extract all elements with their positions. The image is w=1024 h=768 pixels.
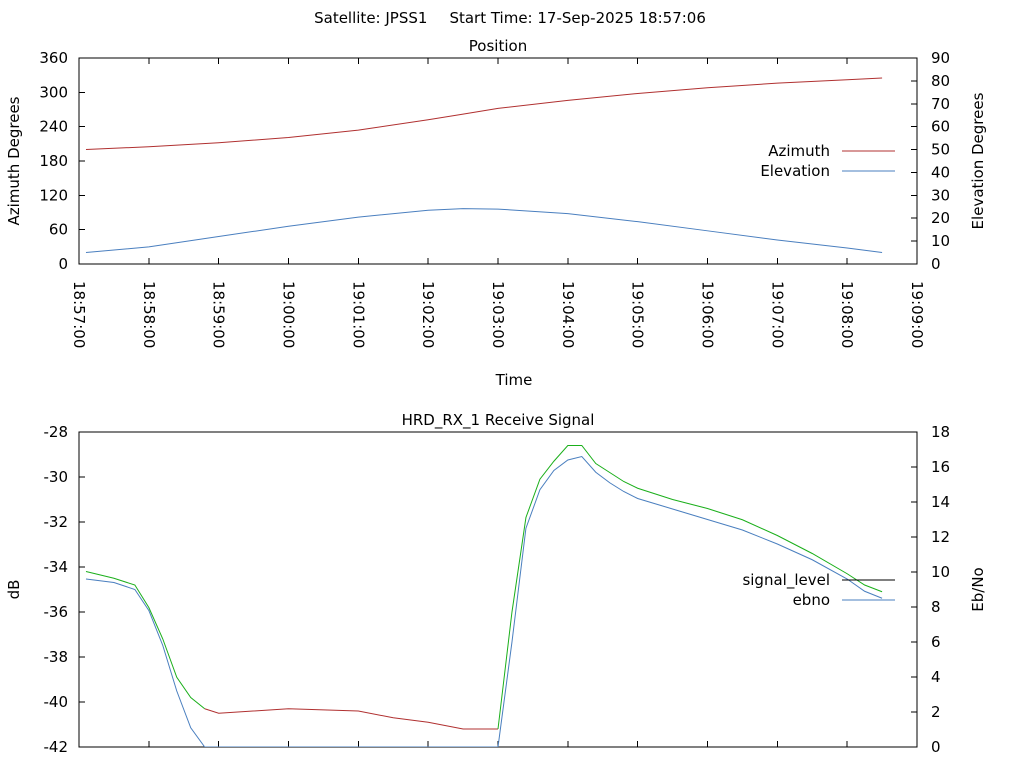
x-tick-label: 18:59:00 <box>210 281 228 348</box>
chart-title: HRD_RX_1 Receive Signal <box>402 411 595 430</box>
y-tick-label: -30 <box>44 468 69 486</box>
series-line-signal_level <box>497 445 883 730</box>
y-tick-label: -38 <box>44 648 69 666</box>
plot-frame <box>78 431 918 748</box>
y2-tick-label: 2 <box>931 703 941 721</box>
y2-tick-label: 0 <box>931 255 941 273</box>
x-tick-label: 18:57:00 <box>70 281 88 348</box>
y-tick-label: -36 <box>44 603 69 621</box>
y-tick-label: -28 <box>44 423 69 441</box>
series-line-signal_level <box>204 708 498 730</box>
x-tick-label: 19:07:00 <box>768 281 786 348</box>
y-axis-label: dB <box>5 580 23 600</box>
y2-tick-label: 80 <box>931 72 950 90</box>
y-tick-label: -34 <box>44 558 69 576</box>
plot-frame <box>78 57 918 265</box>
x-tick-label: 19:09:00 <box>908 281 926 348</box>
x-tick-label: 18:58:00 <box>140 281 158 348</box>
satellite-label: Satellite: JPSS1 <box>314 9 427 27</box>
y2-axis-label: Elevation Degrees <box>969 92 987 229</box>
y2-tick-label: 90 <box>931 49 950 67</box>
legend-label: signal_level <box>742 571 830 590</box>
legend-label: Azimuth <box>768 142 830 160</box>
y-tick-label: 360 <box>39 49 68 67</box>
y2-tick-label: 16 <box>931 458 950 476</box>
y-tick-label: -40 <box>44 693 69 711</box>
plot-area <box>85 77 883 254</box>
y2-tick-label: 18 <box>931 423 950 441</box>
start-time-label: Start Time: 17-Sep-2025 18:57:06 <box>449 9 705 27</box>
y2-tick-label: 12 <box>931 528 950 546</box>
receive-signal-chart: HRD_RX_1 Receive Signal -42 -40 -38 -36 -34 -3… <box>5 411 987 756</box>
y2-tick-label: 4 <box>931 668 941 686</box>
series-line-Azimuth <box>85 77 883 151</box>
y-tick-label: -32 <box>44 513 69 531</box>
y-axis-label: Azimuth Degrees <box>5 96 23 225</box>
x-tick-label: 19:00:00 <box>280 281 298 348</box>
y-tick-label: -42 <box>44 738 69 756</box>
x-tick-label: 19:02:00 <box>419 281 437 348</box>
y2-tick-label: 70 <box>931 95 950 113</box>
legend-label: Elevation <box>760 162 830 180</box>
x-tick-label: 19:04:00 <box>559 281 577 348</box>
x-tick-label: 19:01:00 <box>349 281 367 348</box>
x-tick-label: 19:06:00 <box>699 281 717 348</box>
y2-tick-label: 60 <box>931 118 950 136</box>
y2-tick-label: 14 <box>931 493 950 511</box>
x-tick-label: 19:08:00 <box>838 281 856 348</box>
y2-axis-label: Eb/No <box>969 567 987 611</box>
y2-tick-label: 20 <box>931 209 950 227</box>
y-tick-label: 0 <box>58 255 68 273</box>
plot-area <box>85 445 883 747</box>
position-chart: Position 0 60 120 180 240 300 360 0 10 20 30 40 50 60 7… <box>5 37 987 389</box>
legend-label: ebno <box>793 591 830 609</box>
y2-tick-label: 8 <box>931 598 941 616</box>
y-tick-label: 180 <box>39 152 68 170</box>
y-tick-label: 60 <box>49 221 68 239</box>
x-axis-label: Time <box>495 371 533 389</box>
series-line-signal_level <box>85 571 206 710</box>
header-title: Satellite: JPSS1 Start Time: 17-Sep-2025 … <box>314 9 706 27</box>
series-line-Elevation <box>85 208 883 254</box>
y2-tick-label: 0 <box>931 738 941 756</box>
y2-tick-label: 40 <box>931 163 950 181</box>
y2-tick-label: 10 <box>931 563 950 581</box>
y2-tick-label: 50 <box>931 141 950 159</box>
x-tick-label: 19:05:00 <box>629 281 647 348</box>
y2-tick-label: 30 <box>931 186 950 204</box>
chart-title: Position <box>469 37 527 55</box>
y-tick-label: 300 <box>39 83 68 101</box>
series-line-ebno <box>85 455 883 747</box>
y2-tick-label: 10 <box>931 232 950 250</box>
y-tick-label: 120 <box>39 186 68 204</box>
y2-tick-label: 6 <box>931 633 941 651</box>
y-tick-label: 240 <box>39 118 68 136</box>
x-tick-label: 19:03:00 <box>489 281 507 348</box>
